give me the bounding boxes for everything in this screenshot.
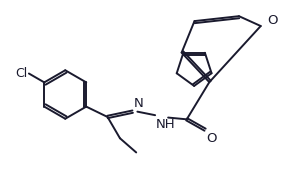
Text: NH: NH [156,119,175,131]
Text: Cl: Cl [15,67,27,80]
Text: O: O [207,132,217,145]
Text: O: O [267,14,278,27]
Text: N: N [134,97,143,110]
